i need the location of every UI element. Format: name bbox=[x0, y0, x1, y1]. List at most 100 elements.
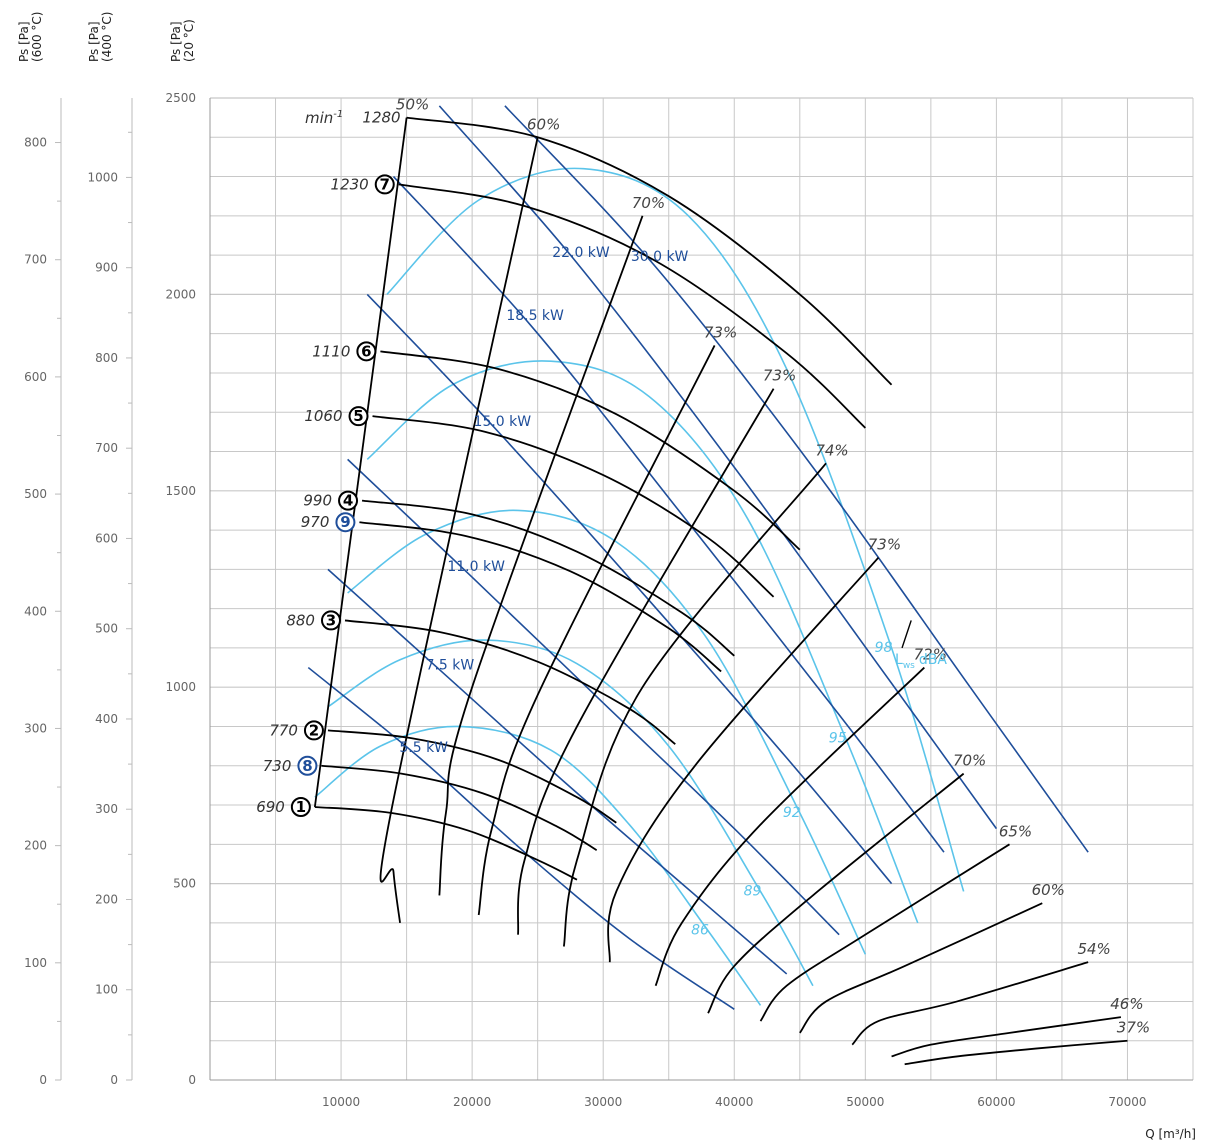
sound-label: 89 bbox=[744, 883, 762, 899]
y-tick-label: 800 bbox=[95, 351, 118, 365]
y-tick-label: 300 bbox=[95, 802, 118, 816]
y-tick-label: 500 bbox=[95, 622, 118, 636]
y-tick-label: 200 bbox=[95, 892, 118, 906]
y-tick-label: 400 bbox=[24, 604, 47, 618]
y-tick-label: 0 bbox=[39, 1073, 47, 1087]
y-tick-label: 0 bbox=[110, 1073, 118, 1087]
lws-label: Lws dBA bbox=[895, 652, 947, 671]
power-line bbox=[392, 176, 945, 853]
x-tick-label: 10000 bbox=[322, 1095, 360, 1109]
efficiency-curve bbox=[891, 1016, 1122, 1058]
rpm-marker-circle bbox=[356, 341, 377, 362]
y-tick-label: 600 bbox=[24, 370, 47, 384]
x-tick-label: 40000 bbox=[715, 1095, 753, 1109]
efficiency-curve bbox=[438, 215, 644, 896]
rpm-unit-label: min-1 bbox=[305, 109, 343, 127]
rpm-label: 1280 bbox=[362, 109, 400, 127]
efficiency-label: 70% bbox=[953, 752, 986, 770]
rpm-marker-number: 4 bbox=[343, 492, 353, 510]
rpm-label: 990 bbox=[303, 492, 332, 510]
lws-pointer bbox=[901, 620, 912, 649]
efficiency-curve bbox=[904, 1039, 1128, 1066]
rpm-marker-number: 1 bbox=[296, 798, 306, 816]
power-line bbox=[504, 105, 1089, 853]
efficiency-curve bbox=[607, 556, 880, 963]
y-axis-title: Ps [Pa] (400 °C) bbox=[87, 12, 114, 62]
sound-curve bbox=[314, 725, 762, 1006]
efficiency-curve bbox=[654, 666, 925, 987]
efficiency-label: 46% bbox=[1110, 995, 1143, 1013]
power-line bbox=[307, 666, 735, 1010]
efficiency-curve bbox=[799, 902, 1043, 1034]
power-label: 5.5 kW bbox=[399, 740, 448, 756]
y-axis-title-line1: Ps [Pa] bbox=[87, 21, 101, 62]
y-axis-title-line1: Ps [Pa] bbox=[169, 21, 183, 62]
x-tick-label: 30000 bbox=[584, 1095, 622, 1109]
rpm-label: 880 bbox=[286, 611, 315, 629]
rpm-marker-number: 8 bbox=[302, 757, 312, 775]
rpm-label: 1230 bbox=[331, 175, 369, 193]
sound-label: 86 bbox=[691, 923, 709, 939]
rpm-marker-circle bbox=[297, 755, 318, 776]
efficiency-label: 37% bbox=[1117, 1019, 1150, 1037]
sound-curve bbox=[366, 360, 919, 924]
power-label: 11.0 kW bbox=[447, 559, 505, 575]
rpm-curve bbox=[314, 806, 578, 881]
y-axis-title: Ps [Pa] (600 °C) bbox=[17, 12, 44, 62]
y-tick-label: 500 bbox=[24, 487, 47, 501]
rpm-curve bbox=[327, 729, 617, 824]
rpm-label: 690 bbox=[256, 798, 285, 816]
grid bbox=[210, 97, 1194, 1080]
y-tick-label: 0 bbox=[188, 1073, 196, 1087]
lws-unit: dBA bbox=[919, 652, 947, 668]
x-axis-title: Q [m³/h] bbox=[1145, 1127, 1196, 1141]
y-tick-label: 100 bbox=[24, 956, 47, 970]
lws-subscript: ws bbox=[903, 661, 915, 671]
rpm-label: 770 bbox=[269, 721, 298, 739]
rpm-marker-circle bbox=[335, 512, 356, 533]
rpm-curve bbox=[321, 764, 598, 851]
power-line bbox=[438, 105, 998, 830]
power-line bbox=[327, 568, 788, 975]
power-label: 18.5 kW bbox=[506, 308, 564, 324]
y-tick-label: 2500 bbox=[165, 91, 196, 105]
efficiency-curve bbox=[851, 961, 1089, 1046]
rpm-curve bbox=[359, 521, 722, 673]
y-axis-title-line1: Ps [Pa] bbox=[17, 21, 31, 62]
y-axis-title: Ps [Pa] (20 °C) bbox=[169, 19, 196, 62]
efficiency-label: 60% bbox=[1032, 881, 1065, 899]
efficiency-label: 74% bbox=[815, 441, 848, 459]
power-label: 30.0 kW bbox=[631, 249, 689, 265]
efficiency-label: 50% bbox=[396, 96, 429, 114]
y-tick-label: 900 bbox=[95, 261, 118, 275]
y-tick-label: 400 bbox=[95, 712, 118, 726]
power-label: 22.0 kW bbox=[552, 245, 610, 261]
rpm-marker-circle bbox=[348, 406, 369, 427]
efficiency-curve bbox=[313, 117, 408, 808]
power-line bbox=[366, 293, 893, 885]
x-tick-label: 50000 bbox=[846, 1095, 884, 1109]
efficiency-label: 60% bbox=[527, 115, 560, 133]
rpm-marker-number: 7 bbox=[380, 175, 390, 193]
efficiency-curve bbox=[477, 345, 716, 916]
rpm-label: 1060 bbox=[304, 407, 342, 425]
rpm-curve bbox=[380, 350, 801, 551]
rpm-marker-number: 5 bbox=[353, 407, 363, 425]
rpm-curve bbox=[398, 183, 866, 429]
y-tick-label: 200 bbox=[24, 839, 47, 853]
x-tick-label: 60000 bbox=[977, 1095, 1015, 1109]
rpm-curve bbox=[372, 415, 775, 598]
efficiency-label: 65% bbox=[999, 822, 1032, 840]
y-tick-label: 800 bbox=[24, 136, 47, 150]
rpm-marker-number: 2 bbox=[309, 721, 319, 739]
power-label: 7.5 kW bbox=[426, 657, 475, 673]
rpm-marker-circle bbox=[290, 797, 311, 818]
rpm-curve bbox=[361, 499, 735, 657]
efficiency-label: 73% bbox=[763, 367, 796, 385]
y-tick-label: 1000 bbox=[165, 680, 196, 694]
y-axis-title-line2: (600 °C) bbox=[30, 12, 44, 62]
rpm-curve bbox=[406, 116, 893, 386]
